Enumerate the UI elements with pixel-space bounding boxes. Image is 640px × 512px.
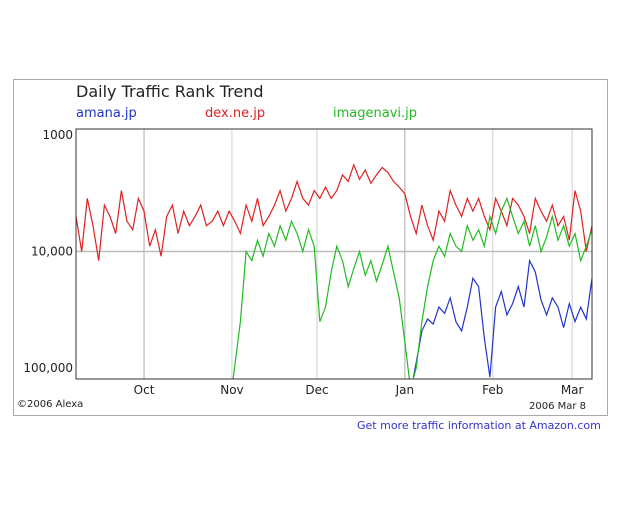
series-line-amana-jp (412, 258, 592, 378)
chart-title: Daily Traffic Rank Trend (76, 82, 264, 101)
copyright: ©2006 Alexa (17, 399, 84, 410)
legend-imagenavi: imagenavi.jp (333, 106, 417, 121)
amazon-link[interactable]: Get more traffic information at Amazon.c… (357, 419, 601, 432)
date-label: 2006 Mar 8 (529, 401, 587, 412)
legend-amana: amana.jp (76, 106, 137, 121)
chart-frame (13, 79, 608, 416)
y-tick-label: 10,000 (31, 245, 73, 259)
y-tick-label: 100,000 (23, 361, 73, 375)
x-tick-label: Jan (395, 383, 415, 397)
legend-dex: dex.ne.jp (205, 106, 266, 121)
x-tick-label: Dec (305, 383, 328, 397)
series-line-imagenavi-jp (232, 196, 592, 379)
series-line-dex-ne-jp (76, 162, 592, 261)
x-tick-label: Oct (134, 383, 155, 397)
x-tick-label: Nov (220, 383, 243, 397)
x-tick-label: Feb (482, 383, 503, 397)
y-tick-label: 1000 (42, 128, 73, 142)
plot-border (75, 128, 593, 380)
x-tick-label: Mar (561, 383, 584, 397)
